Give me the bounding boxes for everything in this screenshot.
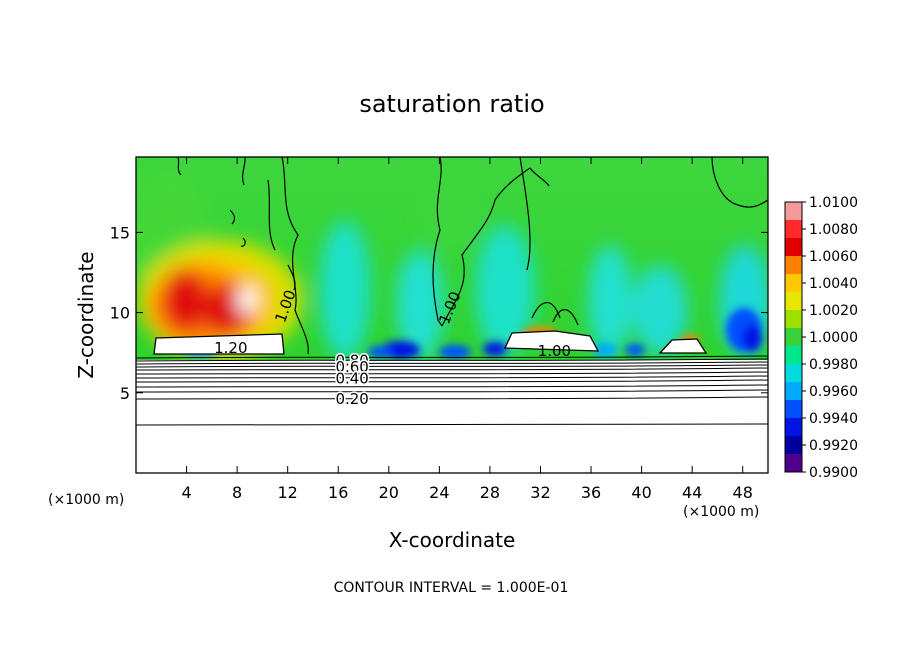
contour-interval-note: CONTOUR INTERVAL = 1.000E-01	[334, 580, 569, 596]
stratification-contours	[136, 355, 768, 426]
contour-label: 1.00	[538, 342, 571, 360]
y-tick-label: 15	[110, 223, 130, 242]
colorbar-label: 0.9920	[809, 438, 858, 454]
colorbar-label: 0.9960	[809, 384, 858, 400]
colorbar-label: 1.0040	[809, 276, 858, 292]
colorbar-label: 1.0060	[809, 249, 858, 265]
colorbar-swatch	[785, 436, 802, 455]
colorbar-swatch	[785, 238, 802, 257]
x-tick-label: 4	[181, 483, 191, 502]
x-tick-label: 8	[232, 483, 242, 502]
colorbar-label: 1.0020	[809, 303, 858, 319]
x-tick-label: 36	[581, 483, 601, 502]
colorbar-label: 1.0080	[809, 222, 858, 238]
colorbar-swatch	[785, 346, 802, 365]
colorbar-swatch	[785, 382, 802, 401]
y-axis: 5 10 15	[110, 223, 768, 403]
colorbar-label: 1.0000	[809, 330, 858, 346]
colorbar-swatch	[785, 256, 802, 275]
x-tick-label: 16	[328, 483, 348, 502]
colorbar-swatch	[785, 220, 802, 239]
colorbar-swatch	[785, 454, 802, 473]
contour-label: 1.20	[214, 339, 247, 357]
contour-label: 0.20	[335, 390, 368, 408]
y-axis-label: Z-coordinate	[74, 251, 98, 378]
one-contours	[177, 157, 768, 355]
chart-title: saturation ratio	[359, 90, 544, 118]
contour-label: 0.60	[335, 358, 368, 376]
x-unit-right: (×1000 m)	[683, 504, 759, 520]
x-tick-label: 12	[278, 483, 298, 502]
colorbar-label: 0.9940	[809, 411, 858, 427]
y-tick-label: 5	[120, 384, 130, 403]
y-tick-label: 10	[110, 304, 130, 323]
contour-label: 0.80	[335, 352, 368, 370]
colorbar-swatch	[785, 400, 802, 419]
colorbar-label: 1.0100	[809, 195, 858, 211]
plot-area	[136, 157, 768, 473]
x-tick-label: 40	[631, 483, 651, 502]
x-tick-label: 20	[379, 483, 399, 502]
contour-label: 0.40	[335, 369, 368, 387]
colorbar-swatch	[785, 328, 802, 347]
plot-frame	[135, 156, 769, 474]
colorbar-swatch	[785, 202, 802, 221]
x-tick-label: 28	[480, 483, 500, 502]
colorbar-label: 0.9980	[809, 357, 858, 373]
x-tick-label: 44	[682, 483, 702, 502]
x-tick-label: 24	[429, 483, 449, 502]
colorbar-label: 0.9900	[809, 465, 858, 481]
colorbar-swatch	[785, 364, 802, 383]
colorbar-swatch	[785, 310, 802, 329]
colorbar: 1.0100 1.0080 1.0060 1.0040 1.0020 1.0000 0.99…	[784, 195, 858, 481]
x-tick-label: 48	[733, 483, 753, 502]
x-unit-left: (×1000 m)	[48, 492, 124, 508]
x-axis-label: X-coordinate	[389, 528, 516, 552]
colorbar-swatch	[785, 274, 802, 293]
colorbar-swatch	[785, 292, 802, 311]
x-tick-label: 32	[530, 483, 550, 502]
cloud-white-regions	[153, 330, 708, 355]
field-blobs	[136, 170, 768, 360]
colorbar-swatch	[785, 418, 802, 437]
x-axis: 4 8 12 16 20 24 28 32 36 40 44 48	[181, 157, 753, 502]
low-ratio-blobs	[182, 308, 762, 359]
lower-white-region	[136, 360, 768, 473]
